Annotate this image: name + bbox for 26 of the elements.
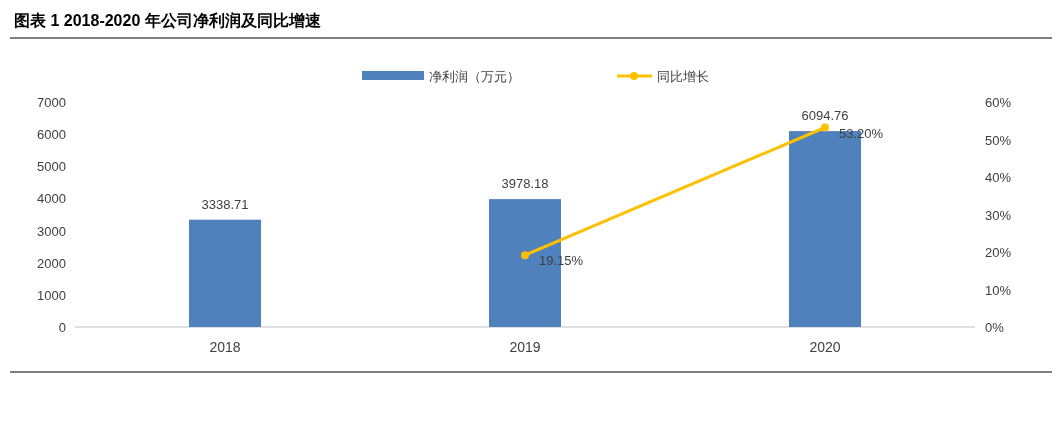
- chart-title: 图表 1 2018-2020 年公司净利润及同比增速: [14, 12, 322, 29]
- y2-tick-label: 0%: [985, 320, 1005, 335]
- x-tick-label: 2018: [209, 339, 241, 355]
- y2-tick-label: 30%: [985, 207, 1012, 223]
- legend-label: 同比增长: [657, 69, 709, 84]
- y-tick-label: 7000: [37, 95, 66, 110]
- bar: [189, 219, 261, 327]
- x-tick-label: 2019: [509, 339, 541, 355]
- y2-tick-label: 20%: [985, 245, 1012, 260]
- y-tick-label: 4000: [37, 191, 66, 207]
- y2-tick-label: 40%: [985, 170, 1012, 185]
- y-tick-label: 3000: [37, 223, 66, 239]
- y2-tick-label: 50%: [985, 132, 1012, 148]
- data-label: 3338.71: [201, 196, 249, 212]
- y2-tick-label: 60%: [985, 95, 1012, 110]
- y-tick-label: 6000: [37, 127, 66, 143]
- y-tick-label: 1000: [37, 287, 66, 303]
- y2-tick-label: 10%: [985, 282, 1012, 298]
- legend-label: 净利润（万元）: [429, 69, 520, 84]
- data-label: 3978.18: [501, 176, 549, 192]
- x-tick-label: 2020: [809, 339, 841, 355]
- y-tick-label: 0: [58, 320, 66, 335]
- y-tick-label: 2000: [37, 255, 66, 271]
- y-tick-label: 5000: [37, 159, 66, 175]
- data-label: 53.20%: [839, 125, 884, 141]
- data-label: 6094.76: [801, 108, 849, 124]
